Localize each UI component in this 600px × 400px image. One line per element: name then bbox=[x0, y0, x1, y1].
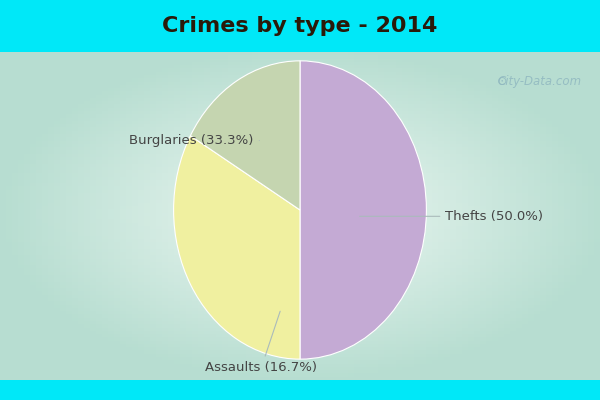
Text: City-Data.com: City-Data.com bbox=[498, 75, 582, 88]
Wedge shape bbox=[173, 136, 300, 359]
Wedge shape bbox=[190, 61, 300, 210]
Text: Assaults (16.7%): Assaults (16.7%) bbox=[205, 311, 317, 374]
Text: ⊙: ⊙ bbox=[497, 75, 507, 88]
Text: Thefts (50.0%): Thefts (50.0%) bbox=[359, 210, 544, 223]
Text: Burglaries (33.3%): Burglaries (33.3%) bbox=[130, 134, 259, 147]
Wedge shape bbox=[300, 61, 427, 359]
Text: Crimes by type - 2014: Crimes by type - 2014 bbox=[163, 16, 437, 36]
